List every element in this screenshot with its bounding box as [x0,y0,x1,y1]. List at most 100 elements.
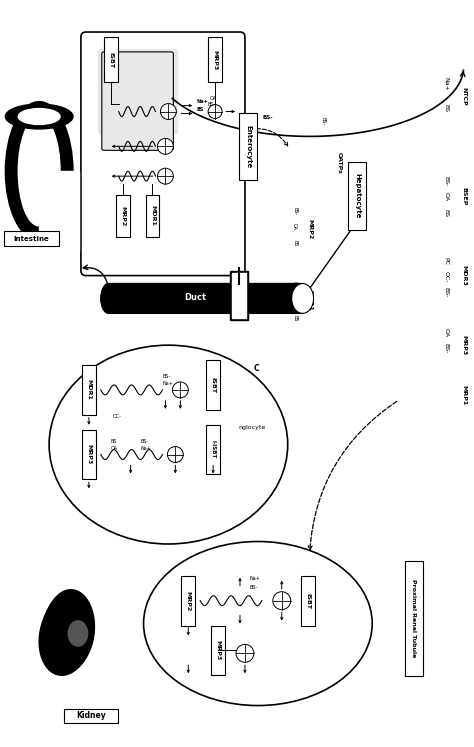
Ellipse shape [18,108,60,125]
Text: OA: OA [210,96,217,101]
Text: OA: OA [111,445,118,450]
Circle shape [173,382,188,398]
Text: MDR1: MDR1 [86,379,91,400]
FancyBboxPatch shape [98,49,178,134]
Bar [64,708,118,723]
Bar [206,360,220,410]
Circle shape [157,138,173,155]
Ellipse shape [5,102,73,241]
Text: Na+: Na+ [250,576,261,580]
Circle shape [167,447,183,462]
Text: BS-: BS- [443,288,448,297]
Text: BS: BS [443,104,448,111]
Ellipse shape [49,345,288,544]
Text: ISBT: ISBT [108,52,113,68]
Ellipse shape [144,542,372,706]
Text: BSEP: BSEP [461,187,466,205]
Text: OA: OA [220,630,227,634]
Text: BS-: BS- [263,116,273,120]
Text: MRP3: MRP3 [216,640,220,660]
Text: OA: OA [443,193,448,202]
Text: OC-: OC- [443,270,448,282]
Polygon shape [39,589,94,675]
Circle shape [161,104,176,120]
Text: BS: BS [111,438,117,444]
Text: MRP3: MRP3 [461,335,466,356]
Text: BS-: BS- [163,374,171,379]
Text: MDR3: MDR3 [461,265,466,286]
Bar [230,270,248,320]
Circle shape [273,592,291,610]
Text: Duct: Duct [184,293,206,302]
Bar [206,425,220,474]
Text: BS-: BS- [207,102,215,107]
Bar [182,576,195,625]
Text: BS: BS [443,209,448,217]
Bar [211,625,225,675]
Text: MRP2: MRP2 [186,591,191,611]
Text: Enterocyte: Enterocyte [245,125,251,168]
Text: Na+: Na+ [141,445,152,450]
Text: BS: BS [196,107,203,111]
FancyBboxPatch shape [109,284,302,313]
Bar [82,365,96,415]
Text: OATPs: OATPs [337,152,342,174]
Text: BS-: BS- [141,438,149,444]
Text: OA: OA [443,328,448,337]
Text: MDR1: MDR1 [150,205,155,226]
Bar [82,430,96,480]
Bar [232,273,246,318]
Bar [239,113,257,180]
Text: Hepatocyte: Hepatocyte [354,173,360,219]
Polygon shape [68,621,88,646]
Text: PC: PC [292,300,297,306]
Bar [104,37,118,82]
Text: NTCP: NTCP [461,87,466,106]
Ellipse shape [18,117,60,226]
Text: nglocyte: nglocyte [238,425,265,430]
Text: Intestine: Intestine [13,236,49,242]
Text: Na+: Na+ [196,99,208,104]
Text: BS-: BS- [321,117,326,125]
Text: BS-: BS- [292,207,297,215]
Bar [301,576,315,625]
Text: BS-: BS- [443,176,448,186]
Text: OC-: OC- [113,414,122,419]
Text: BS-: BS- [443,343,448,353]
Text: Proximal Renal Tubule: Proximal Renal Tubule [411,580,417,658]
Text: MRP2: MRP2 [307,219,312,239]
Circle shape [236,645,254,663]
Ellipse shape [5,104,73,129]
Text: ISBT: ISBT [210,377,216,393]
Bar [405,562,423,676]
Text: OC-: OC- [292,281,297,290]
Text: MRP3: MRP3 [86,444,91,465]
Bar [348,162,366,230]
Text: C: C [254,364,260,373]
Text: ISBT: ISBT [305,592,310,609]
Bar [116,195,129,237]
Text: Na+: Na+ [443,77,448,90]
Bar [208,37,222,82]
Text: BS: BS [292,315,297,321]
Text: BS: BS [292,240,297,246]
Bar [146,195,159,237]
Text: Kidney: Kidney [76,711,106,720]
FancyBboxPatch shape [81,32,245,276]
Ellipse shape [101,284,117,313]
Bar [4,232,59,247]
Text: MRP1: MRP1 [461,385,466,405]
Text: I-ISBT: I-ISBT [210,441,216,459]
Text: Na+: Na+ [163,381,173,386]
Text: BS: BS [220,639,227,645]
Text: MRP3: MRP3 [213,50,218,70]
Circle shape [157,168,173,184]
FancyBboxPatch shape [102,52,173,150]
Text: BS-: BS- [250,585,258,589]
Text: MDR1: MDR1 [307,290,312,311]
Ellipse shape [292,284,313,313]
Circle shape [208,105,222,119]
Bar [39,171,79,251]
Text: MRP2: MRP2 [120,206,125,226]
Text: OA: OA [292,223,297,230]
